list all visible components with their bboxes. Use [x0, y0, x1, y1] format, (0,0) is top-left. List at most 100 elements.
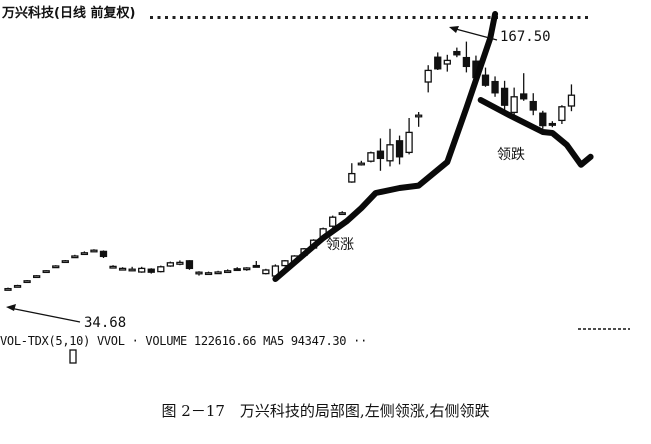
- candle-body: [33, 275, 41, 279]
- candle-body: [529, 100, 537, 111]
- candle-body: [157, 266, 165, 273]
- candle: [491, 76, 499, 97]
- candle: [109, 265, 117, 269]
- separator-dot: [157, 16, 161, 19]
- candle: [147, 268, 155, 274]
- candle-body: [567, 94, 576, 107]
- separator-dot: [262, 16, 266, 19]
- separator-dot: [510, 16, 513, 19]
- candle: [414, 112, 423, 127]
- candle-body: [491, 80, 499, 94]
- separator-dot: [315, 16, 318, 19]
- candle-body: [109, 265, 117, 269]
- candle: [262, 268, 270, 275]
- candle-body: [4, 287, 12, 291]
- candle-body: [520, 93, 528, 100]
- trend-lines: [272, 11, 594, 282]
- candle: [223, 269, 232, 274]
- high-price-arrow-line: [451, 27, 498, 41]
- candle-body: [214, 271, 222, 275]
- top-dotted-separator: [150, 16, 588, 19]
- candle-body: [376, 150, 385, 160]
- separator-dot: [172, 16, 176, 19]
- candle-body: [558, 106, 566, 122]
- candle: [71, 254, 79, 259]
- candle-body: [185, 260, 194, 270]
- candle: [281, 260, 289, 267]
- separator-dot: [217, 16, 221, 19]
- volume-bar: [69, 349, 77, 364]
- candle-body: [71, 255, 79, 259]
- separator-dot: [352, 16, 356, 19]
- candle-body: [233, 268, 241, 272]
- separator-dot: [465, 16, 468, 19]
- candle: [548, 121, 556, 128]
- candle: [338, 211, 346, 216]
- candle: [4, 287, 12, 291]
- candle: [567, 84, 576, 112]
- separator-dot: [202, 16, 206, 19]
- separator-dot: [457, 16, 461, 19]
- lead-up-label: 领涨: [326, 237, 354, 253]
- separator-dot: [502, 16, 506, 19]
- low-price-arrow-line: [9, 307, 81, 323]
- candle-body: [262, 269, 270, 275]
- candle-body: [357, 162, 366, 166]
- candle: [395, 135, 404, 165]
- candle-body: [42, 270, 50, 274]
- candle: [138, 266, 146, 273]
- candle-body: [252, 264, 260, 268]
- candle: [529, 93, 537, 116]
- candle-body: [138, 267, 146, 273]
- separator-dot: [472, 16, 476, 19]
- candle-body: [443, 59, 451, 65]
- candle: [243, 267, 251, 271]
- separator-dot: [420, 16, 423, 19]
- candle-body: [223, 270, 232, 274]
- candle: [176, 260, 184, 266]
- separator-dot: [585, 16, 588, 19]
- candle-body: [500, 87, 509, 106]
- candle: [214, 270, 222, 275]
- candle: [424, 65, 432, 93]
- candle-body: [176, 261, 184, 265]
- separator-dot: [375, 16, 378, 19]
- candle: [367, 151, 375, 163]
- candle: [252, 261, 260, 268]
- separator-dot: [180, 16, 183, 19]
- candle: [23, 280, 31, 284]
- separator-dot: [517, 16, 521, 19]
- candle: [204, 271, 213, 276]
- candle: [443, 54, 451, 72]
- separator-dot: [555, 16, 558, 19]
- separator-dot: [450, 16, 453, 19]
- price-arrows: [6, 26, 498, 323]
- candles: [4, 41, 576, 291]
- separator-dot: [307, 16, 311, 19]
- candle-body: [453, 50, 461, 56]
- candle: [52, 265, 60, 269]
- candle: [357, 160, 366, 166]
- separator-dot: [292, 16, 296, 19]
- candle: [157, 265, 165, 273]
- separator-dot: [187, 16, 191, 19]
- chart-title: 万兴科技(日线 前复权): [2, 6, 136, 21]
- candle-body: [281, 260, 289, 267]
- volume-marks: [69, 328, 630, 364]
- separator-dot: [270, 16, 273, 19]
- candle-body: [405, 131, 413, 154]
- separator-dot: [225, 16, 228, 19]
- candle-body: [128, 268, 136, 272]
- candle: [348, 163, 356, 183]
- candle: [434, 52, 442, 70]
- separator-dot: [390, 16, 393, 19]
- lead-down-label: 领跌: [497, 147, 525, 163]
- candle: [42, 270, 50, 274]
- candle-body: [329, 216, 337, 227]
- separator-dot: [277, 16, 281, 19]
- candle-body: [204, 272, 213, 276]
- figure-caption: 图 2－17 万兴科技的局部图,左侧领涨,右侧领跌: [161, 402, 490, 420]
- candle: [233, 267, 241, 272]
